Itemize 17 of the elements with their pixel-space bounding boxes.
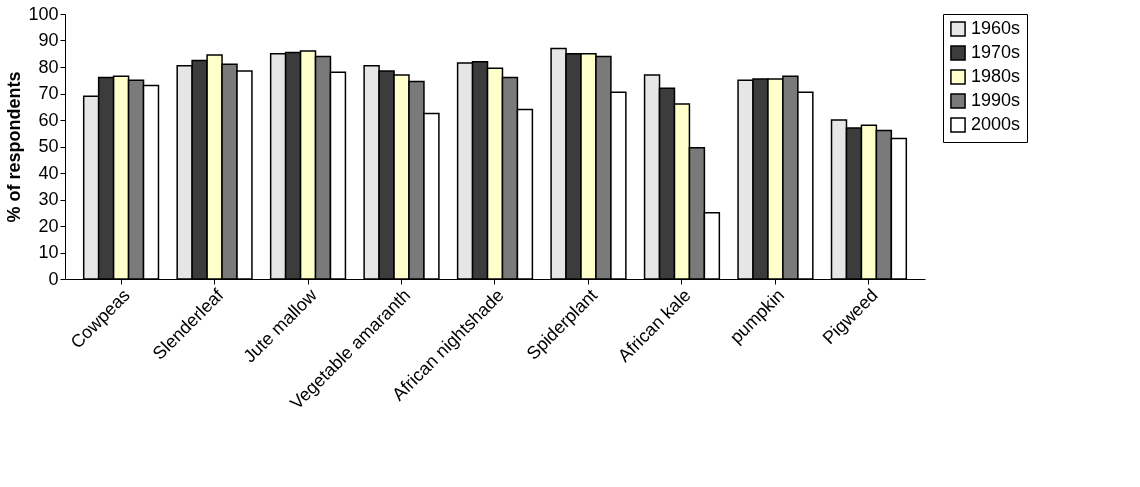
legend-label: 2000s xyxy=(971,114,1021,134)
legend-label: 1970s xyxy=(971,42,1021,62)
y-tick-label: 60 xyxy=(38,109,59,130)
y-tick-label: 70 xyxy=(38,83,59,103)
y-axis-title: % of respondents xyxy=(4,71,25,223)
legend-label: 1980s xyxy=(971,66,1021,86)
y-tick-label: 40 xyxy=(38,162,59,183)
legend-label: 1960s xyxy=(971,18,1021,38)
legend-label: 1990s xyxy=(971,90,1021,110)
y-tick-label: 30 xyxy=(38,189,59,209)
y-tick-label: 20 xyxy=(38,215,59,236)
y-tick-label: 90 xyxy=(38,30,59,50)
y-tick-label: 100 xyxy=(28,3,59,24)
y-tick-label: 80 xyxy=(38,56,59,77)
y-tick-label: 10 xyxy=(38,242,59,262)
y-tick-label: 50 xyxy=(38,136,59,156)
y-tick-label: 0 xyxy=(48,268,59,289)
